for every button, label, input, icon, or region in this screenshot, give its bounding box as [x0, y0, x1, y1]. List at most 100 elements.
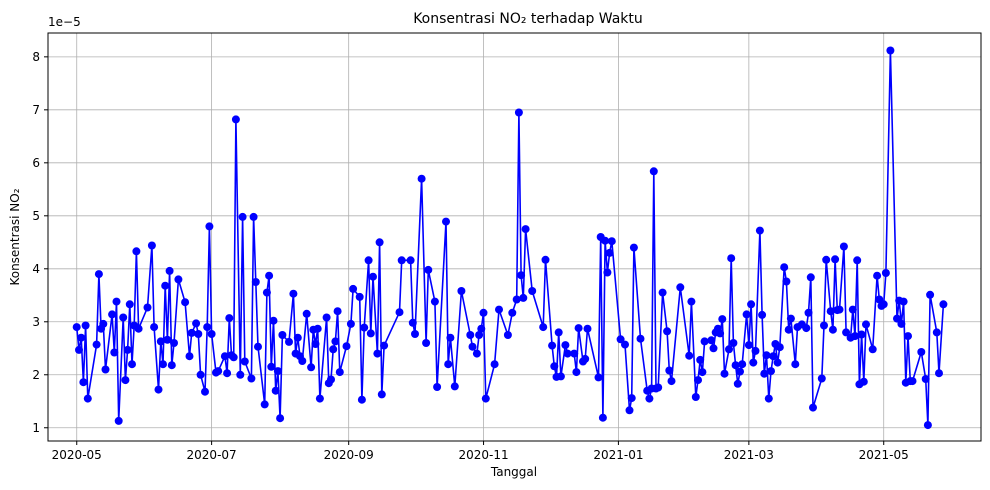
data-point — [430, 297, 439, 306]
data-point — [881, 269, 890, 277]
data-point — [738, 360, 747, 369]
plot-frame — [47, 32, 982, 442]
data-point — [422, 339, 431, 347]
data-point — [923, 421, 932, 430]
data-point — [636, 334, 645, 343]
chart-title: Konsentrasi NO₂ terhadap Waktu — [413, 11, 643, 27]
data-point — [265, 271, 274, 280]
data-point — [260, 400, 269, 409]
data-point — [769, 352, 778, 361]
data-point — [249, 212, 258, 221]
data-point — [556, 372, 565, 381]
y-tick-label: 5 — [32, 209, 40, 223]
x-tick-label: 2021-03 — [724, 448, 774, 462]
y-tick-label: 1 — [32, 421, 40, 435]
data-point — [594, 373, 603, 382]
data-point — [205, 222, 214, 231]
data-point — [572, 368, 581, 377]
series-line — [75, 49, 945, 426]
data-point — [899, 297, 908, 306]
data-point — [273, 367, 282, 376]
data-point — [744, 341, 753, 350]
data-point — [707, 336, 716, 345]
data-point — [508, 308, 517, 317]
data-point — [517, 271, 526, 280]
data-point — [598, 413, 607, 422]
data-point — [629, 243, 638, 252]
data-point — [121, 376, 130, 385]
data-point — [718, 315, 727, 324]
data-point — [174, 275, 183, 284]
data-point — [251, 278, 260, 286]
data-point — [366, 329, 375, 338]
data-point — [665, 366, 674, 375]
data-point — [72, 323, 81, 332]
data-point — [466, 331, 475, 339]
data-point — [315, 394, 324, 403]
data-point — [346, 319, 355, 328]
data-point — [828, 325, 837, 334]
data-point — [503, 331, 512, 339]
data-point — [331, 337, 340, 346]
data-point — [581, 354, 590, 363]
data-point — [313, 324, 322, 333]
data-point — [154, 385, 163, 394]
data-point — [691, 393, 700, 401]
data-point — [134, 324, 143, 333]
data-point — [583, 324, 592, 333]
data-point — [94, 270, 103, 279]
data-point — [574, 324, 583, 333]
x-axis-label: Tanggal — [490, 465, 537, 479]
data-point — [519, 293, 528, 302]
y-tick-label: 6 — [32, 156, 40, 170]
x-tick-label: 2020-11 — [458, 448, 508, 462]
data-point — [857, 330, 866, 339]
data-point — [468, 342, 477, 351]
data-point — [185, 352, 194, 361]
data-point — [764, 394, 773, 403]
data-point — [83, 394, 92, 403]
data-point — [851, 332, 859, 341]
data-point — [79, 378, 88, 387]
data-point — [417, 174, 426, 183]
data-point — [654, 383, 663, 392]
data-point — [311, 340, 320, 348]
data-point — [327, 375, 335, 384]
data-point — [143, 303, 152, 312]
data-point — [201, 387, 209, 396]
data-point — [786, 314, 795, 323]
data-point — [607, 237, 616, 246]
data-point — [446, 333, 455, 342]
data-point — [181, 298, 190, 307]
data-point — [307, 363, 316, 372]
data-point — [267, 362, 276, 371]
data-point — [514, 108, 523, 117]
data-point — [196, 370, 205, 379]
data-point — [75, 345, 83, 354]
y-tick-label: 7 — [32, 103, 40, 117]
data-point — [397, 256, 406, 265]
data-point — [360, 323, 369, 332]
data-point — [161, 281, 170, 290]
data-point — [921, 375, 930, 383]
data-point — [322, 313, 331, 322]
x-tick-label: 2020-07 — [187, 448, 237, 462]
data-point — [570, 349, 579, 358]
data-point — [411, 330, 419, 338]
data-point — [831, 255, 840, 264]
data-point — [335, 368, 344, 377]
data-point — [163, 335, 172, 344]
data-point — [285, 337, 293, 346]
data-point — [893, 314, 901, 323]
data-point — [442, 217, 450, 226]
data-point — [561, 341, 570, 350]
data-point — [225, 314, 234, 323]
data-point — [373, 349, 382, 358]
data-point — [784, 325, 793, 334]
y-axis-label: Konsentrasi NO₂ — [8, 188, 22, 285]
data-point — [658, 288, 667, 297]
data-point — [727, 254, 736, 263]
data-point — [132, 247, 141, 256]
data-point — [685, 351, 694, 360]
